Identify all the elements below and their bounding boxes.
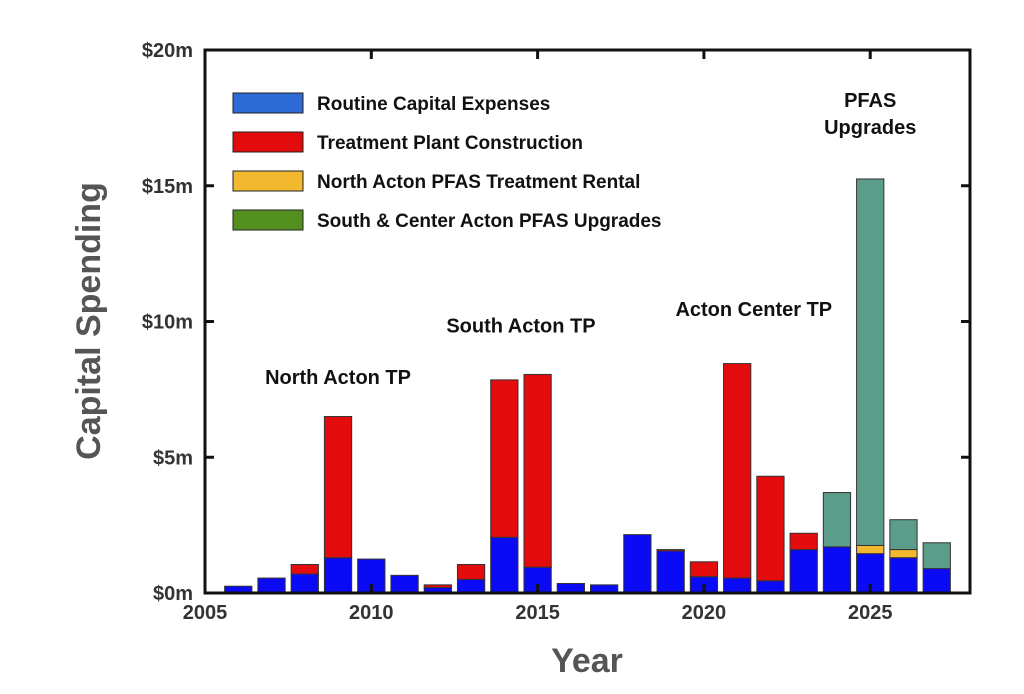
bar-segment — [822, 546, 852, 594]
x-tick-label: 2020 — [682, 602, 727, 624]
bar-segment — [822, 492, 852, 548]
bar-segment — [423, 584, 452, 589]
bar-segment — [723, 577, 752, 594]
x-axis-title: Year — [551, 642, 623, 680]
annotation-label: Upgrades — [824, 117, 916, 139]
y-tick-label: $5m — [153, 447, 193, 469]
x-tick-label: 2025 — [848, 602, 893, 624]
x-tick-label: 2015 — [515, 602, 560, 624]
y-tick-label: $15m — [142, 176, 193, 198]
bar-segment — [856, 544, 885, 555]
bar-segment — [889, 557, 918, 594]
bar-segment — [456, 578, 486, 594]
bar-segment — [490, 379, 519, 538]
x-tick-label: 2005 — [183, 602, 228, 624]
bar-segment — [922, 568, 951, 594]
bar-segment — [656, 550, 685, 594]
bar-segment — [689, 561, 719, 578]
bar-segment — [490, 536, 519, 594]
legend-label: Treatment Plant Construction — [317, 133, 583, 154]
bar-segment — [257, 577, 286, 594]
legend-swatch — [232, 209, 304, 231]
y-tick-label: $0m — [153, 583, 193, 605]
legend-swatch — [232, 131, 304, 153]
annotation-label: North Acton TP — [265, 367, 411, 389]
bar-segment — [656, 549, 685, 552]
annotation-label: PFAS — [844, 90, 896, 112]
legend-label: Routine Capital Expenses — [317, 94, 550, 115]
bar-segment — [523, 373, 552, 568]
bars-layer — [224, 178, 951, 594]
annotation-label: Acton Center TP — [675, 299, 832, 321]
bar-segment — [889, 519, 918, 551]
x-tick-label: 2010 — [349, 602, 394, 624]
y-axis-title: Capital Spending — [70, 182, 108, 460]
annotations-layer: North Acton TP South Acton TP Acton Center… — [265, 90, 916, 389]
bar-segment — [922, 542, 951, 570]
bar-segment — [390, 574, 419, 594]
legend-swatch — [232, 92, 304, 114]
bar-segment — [623, 534, 652, 594]
bar-segment — [789, 549, 818, 594]
bar-segment — [889, 549, 918, 559]
bar-segment — [323, 557, 353, 594]
legend: Routine Capital Expenses Treatment Plant … — [232, 92, 662, 232]
bar-segment — [290, 573, 319, 594]
bar-segment — [456, 563, 486, 580]
bar-segment — [323, 416, 353, 559]
legend-label: South & Center Acton PFAS Upgrades — [317, 211, 662, 232]
legend-swatch — [232, 170, 304, 192]
bar-segment — [756, 475, 785, 582]
bar-segment — [789, 532, 818, 551]
bar-segment — [756, 580, 785, 594]
y-tick-label: $20m — [142, 40, 193, 62]
bar-segment — [723, 363, 752, 579]
bar-segment — [856, 178, 885, 546]
y-tick-label: $10m — [142, 312, 193, 334]
axes-layer: $0m $5m $10m $15m $20m 2005 2010 2015 2020 2025 — [142, 40, 970, 624]
legend-label: North Acton PFAS Treatment Rental — [317, 172, 640, 193]
annotation-label: South Acton TP — [446, 315, 595, 337]
bar-segment — [290, 563, 319, 575]
